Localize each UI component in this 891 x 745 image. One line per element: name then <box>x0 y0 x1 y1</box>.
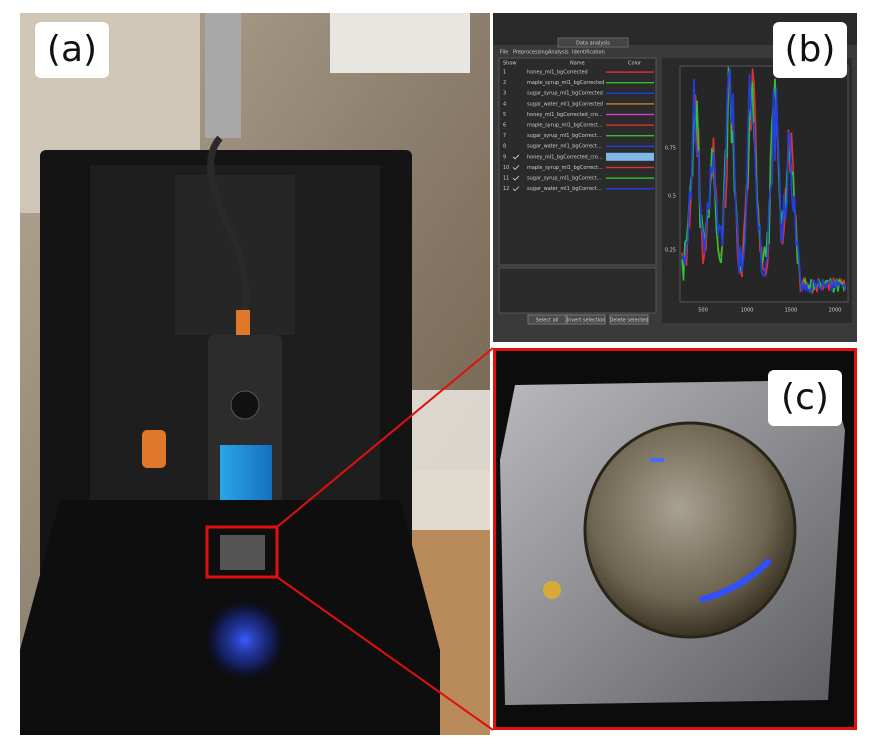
plot-x-label: 2000 <box>829 308 842 314</box>
button-label[interactable]: Select all <box>536 318 559 324</box>
row-name: maple_syrup_ml1_bgCorrected <box>527 80 604 86</box>
panel-label: (a) <box>47 29 97 70</box>
knob <box>142 430 166 468</box>
plot-area <box>679 65 849 303</box>
zoom-line <box>276 347 494 528</box>
zoom-frame <box>493 348 857 730</box>
row-name: sugar_water_ml1_bgCorrected <box>527 101 603 107</box>
row-index: 2 <box>503 80 506 86</box>
blue-light <box>200 595 290 685</box>
label-box <box>35 22 109 78</box>
row-check[interactable] <box>512 186 520 192</box>
droplet-reflection <box>699 557 773 603</box>
row-index: 5 <box>503 112 506 118</box>
window-title: Data analysis <box>576 41 610 47</box>
menu-item[interactable]: File <box>500 50 508 56</box>
row-name: sugar_water_ml1_bgCorrect... <box>527 144 602 150</box>
row-index: 4 <box>503 101 506 107</box>
row-name: sugar_syrup_ml1_bgCorrect... <box>527 176 602 182</box>
row-name: sugar_syrup_ml1_bgCorrect... <box>527 133 602 139</box>
plot-y-label: 0.75 <box>665 146 676 152</box>
row-color <box>606 135 654 137</box>
menu-item[interactable]: Identification <box>572 50 605 56</box>
button-label[interactable]: Delete selected <box>609 318 648 324</box>
row-index: 8 <box>503 144 506 150</box>
label-box <box>768 370 842 426</box>
poster <box>330 13 470 73</box>
row-index: 12 <box>503 186 509 192</box>
sample-holder <box>220 535 265 570</box>
list-panel <box>498 57 657 266</box>
row-color <box>606 152 654 161</box>
zoom-line <box>276 576 494 731</box>
row-name: maple_syrup_ml1_bgCorrect... <box>527 123 603 129</box>
row-check[interactable] <box>512 165 520 170</box>
plot-x-label: 1000 <box>741 308 754 314</box>
panel-label: (b) <box>785 29 836 70</box>
row-color <box>606 124 654 126</box>
row-index: 11 <box>503 176 509 182</box>
row-name: maple_syrup_ml1_bgCorrect... <box>527 165 603 171</box>
plot-y-label: 0.25 <box>665 248 676 254</box>
title-box <box>557 37 629 48</box>
button[interactable] <box>527 314 567 325</box>
droplet <box>583 421 797 639</box>
info-panel <box>498 267 657 314</box>
plot-y-label: 0.5 <box>668 194 676 200</box>
label-box <box>773 22 847 78</box>
button-label[interactable]: Invert selection <box>567 318 606 324</box>
micrometer <box>205 13 241 138</box>
table-header: Show <box>503 61 517 67</box>
row-color <box>606 82 654 84</box>
row-color <box>606 113 654 116</box>
droplet-highlight <box>650 458 664 462</box>
device-lens <box>230 390 260 420</box>
row-name: honey_ml1_bgCorrected <box>527 70 588 76</box>
row-color <box>606 92 654 94</box>
row-index: 1 <box>503 70 506 76</box>
button[interactable] <box>609 314 649 325</box>
device-screen <box>220 445 272 505</box>
row-color <box>606 145 654 147</box>
row-check[interactable] <box>512 154 520 160</box>
connector <box>236 310 250 340</box>
paper <box>410 390 490 530</box>
table-header: Color <box>628 61 642 67</box>
row-index: 10 <box>503 165 509 171</box>
panel-label: (c) <box>781 377 829 418</box>
zoom-box <box>205 525 279 579</box>
row-name: sugar_syrup_ml1_bgCorrected <box>527 91 603 97</box>
table-header: Name <box>570 61 585 67</box>
mount-plate <box>175 175 295 335</box>
spectrum-trace <box>681 68 847 295</box>
row-index: 6 <box>503 123 506 129</box>
row-check[interactable] <box>512 175 520 181</box>
button[interactable] <box>566 314 606 325</box>
menu-item[interactable]: Analysis <box>548 50 569 56</box>
row-name: sugar_water_ml1_bgCorrect... <box>527 186 602 192</box>
row-color <box>606 71 654 73</box>
row-index: 9 <box>503 154 506 160</box>
row-index: 7 <box>503 133 506 139</box>
row-index: 3 <box>503 91 506 97</box>
row-name: honey_ml1_bgCorrected_cro... <box>527 154 603 160</box>
plot-x-label: 500 <box>698 308 708 314</box>
row-color <box>606 188 654 190</box>
row-color <box>606 166 654 169</box>
menu-item[interactable]: Preprocessing <box>513 50 548 56</box>
yellow-spot <box>543 581 561 599</box>
plot-x-label: 1500 <box>785 308 798 314</box>
row-name: honey_ml1_bgCorrected_cro... <box>527 112 603 118</box>
row-color <box>606 103 654 105</box>
row-color <box>606 177 654 179</box>
